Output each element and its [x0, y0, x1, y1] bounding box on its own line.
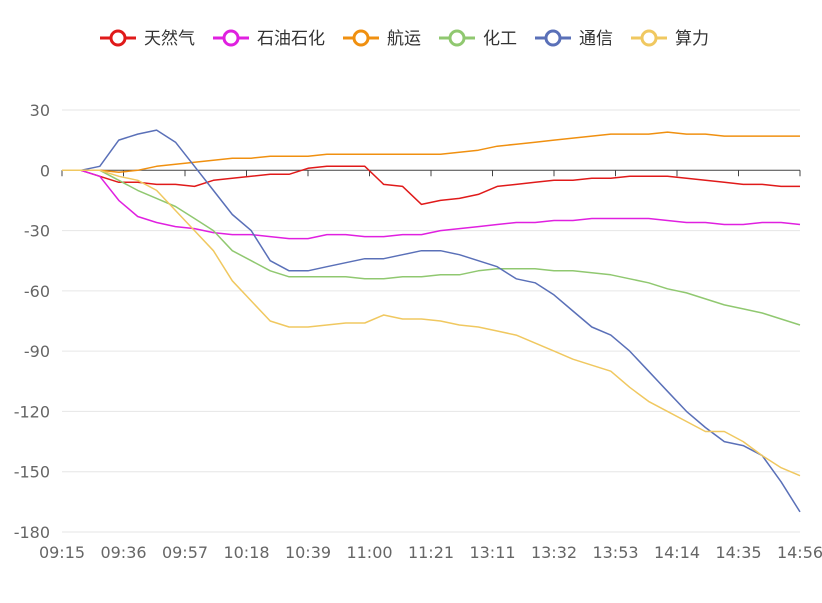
- legend-marker: [544, 29, 562, 47]
- y-tick-label: 30: [30, 101, 50, 120]
- series-line-4: [62, 129, 801, 513]
- series-line-2: [62, 131, 800, 174]
- y-tick-label: -180: [14, 523, 50, 542]
- legend-item-4[interactable]: 通信: [535, 29, 613, 49]
- series-line-3: [62, 169, 801, 326]
- y-tick-label: 0: [40, 161, 50, 180]
- x-tick-label: 13:11: [469, 543, 515, 562]
- legend-label: 石油石化: [257, 29, 325, 49]
- legend-item-1[interactable]: 石油石化: [213, 29, 325, 49]
- legend-item-3[interactable]: 化工: [439, 29, 517, 49]
- series-line-5: [62, 169, 801, 477]
- series-line-0: [62, 165, 800, 206]
- x-tick-label: 10:39: [285, 543, 331, 562]
- legend-marker: [448, 29, 466, 47]
- legend: 天然气 石油石化 航运 化工 通信 算力: [100, 29, 709, 49]
- legend-item-0[interactable]: 天然气: [100, 29, 195, 49]
- x-axis: 09:15 09:36 09:57 10:18 10:39 11:00 11:21 13:11…: [39, 169, 822, 562]
- legend-marker: [640, 29, 658, 47]
- legend-label: 航运: [387, 29, 421, 49]
- x-tick-label: 09:57: [162, 543, 208, 562]
- x-tick-label: 11:21: [408, 543, 454, 562]
- legend-label: 通信: [579, 29, 613, 49]
- x-tick-label: 13:32: [531, 543, 577, 562]
- x-tick-label: 10:18: [223, 543, 269, 562]
- legend-label: 算力: [675, 29, 709, 49]
- y-axis: 30 0 -30 -60 -90 -120 -150 -180: [14, 101, 50, 542]
- legend-item-2[interactable]: 航运: [343, 29, 421, 49]
- series-lines: [62, 129, 801, 513]
- legend-label: 天然气: [144, 29, 195, 49]
- legend-marker: [109, 29, 127, 47]
- y-tick-label: -30: [24, 222, 50, 241]
- y-tick-label: -90: [24, 342, 50, 361]
- series-line-1: [62, 169, 801, 240]
- y-tick-label: -120: [14, 402, 50, 421]
- legend-marker: [352, 29, 370, 47]
- x-tick-label: 13:53: [592, 543, 638, 562]
- x-tick-label: 14:14: [654, 543, 700, 562]
- x-tick-label: 14:35: [715, 543, 761, 562]
- y-tick-label: -60: [24, 282, 50, 301]
- x-tick-label: 11:00: [346, 543, 392, 562]
- legend-item-5[interactable]: 算力: [631, 29, 709, 49]
- x-tick-label: 09:36: [100, 543, 146, 562]
- legend-label: 化工: [483, 29, 517, 49]
- y-tick-label: -150: [14, 463, 50, 482]
- x-tick-label: 09:15: [39, 543, 85, 562]
- legend-marker: [222, 29, 240, 47]
- x-tick-label: 14:56: [777, 543, 822, 562]
